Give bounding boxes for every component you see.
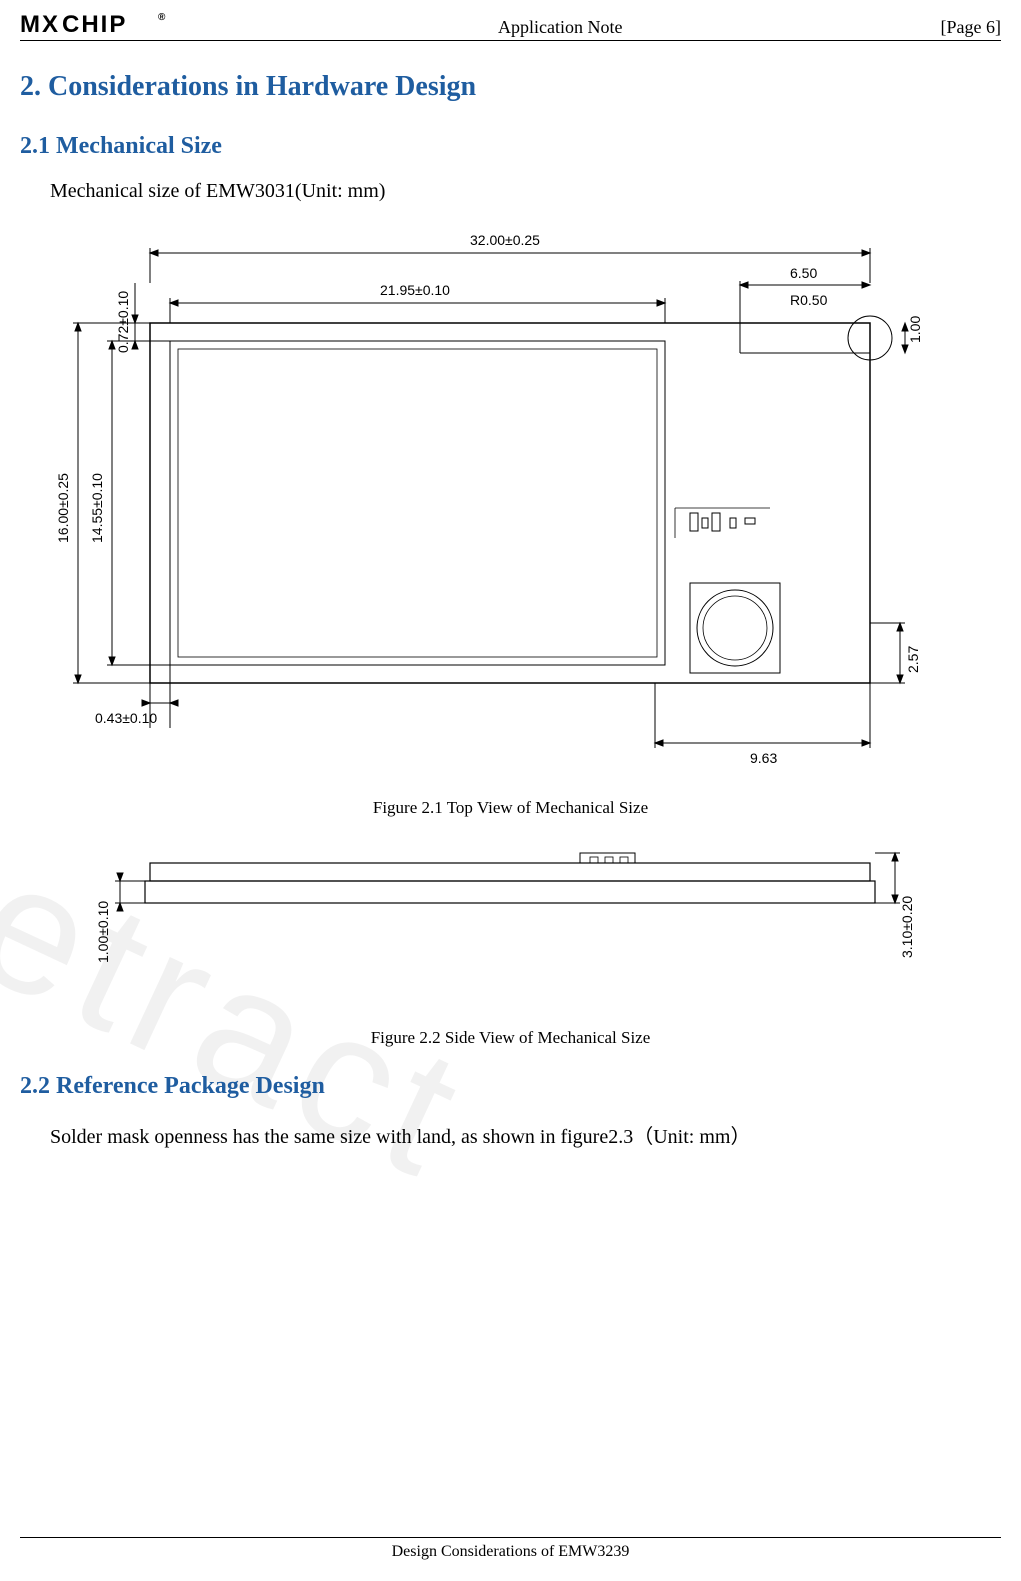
dim-notch-r: R0.50 — [790, 292, 828, 308]
figure-2-1-caption: Figure 2.1 Top View of Mechanical Size — [20, 798, 1001, 818]
dim-side-right: 3.10±0.20 — [899, 896, 915, 958]
header-title: Application Note — [180, 17, 941, 38]
logo: M X CHIP ® — [20, 10, 180, 38]
dim-notch-w: 6.50 — [790, 265, 817, 281]
dim-inner-w: 21.95±0.10 — [380, 282, 450, 298]
subsection-2-1-body: Mechanical size of EMW3031(Unit: mm) — [50, 180, 1001, 203]
page-footer: Design Considerations of EMW3239 — [20, 1537, 1001, 1561]
dim-side-left: 1.00±0.10 — [95, 901, 111, 963]
dim-right-h: 1.00 — [907, 316, 923, 343]
figure-2-2-diagram: 1.00±0.10 3.10±0.20 — [90, 843, 920, 1013]
svg-text:CHIP: CHIP — [62, 11, 127, 38]
dim-left-inner: 14.55±0.10 — [89, 473, 105, 543]
dim-width-total: 32.00±0.25 — [470, 232, 540, 248]
dim-top-t: 0.72±0.10 — [115, 291, 131, 353]
logo-r: ® — [158, 12, 166, 23]
dim-bottom-l: 0.43±0.10 — [95, 710, 157, 726]
subsection-2-2-title: 2.2 Reference Package Design — [20, 1073, 1001, 1100]
svg-text:X: X — [42, 11, 58, 38]
figure-2-2-caption: Figure 2.2 Side View of Mechanical Size — [20, 1028, 1001, 1048]
section-title: 2. Considerations in Hardware Design — [20, 71, 1001, 103]
figure-2-1-diagram: 32.00±0.25 21.95±0.10 6.50 R0.50 — [50, 223, 950, 783]
subsection-2-2-body: Solder mask openness has the same size w… — [50, 1120, 1001, 1149]
subsection-2-1-title: 2.1 Mechanical Size — [20, 133, 1001, 160]
dim-bottom-r: 9.63 — [750, 750, 777, 766]
header-page: [Page 6] — [941, 17, 1001, 38]
svg-text:M: M — [20, 11, 41, 38]
dim-left-total: 16.00±0.25 — [55, 473, 71, 543]
dim-side-r: 2.57 — [905, 646, 921, 673]
page-header: M X CHIP ® Application Note [Page 6] — [20, 10, 1001, 41]
